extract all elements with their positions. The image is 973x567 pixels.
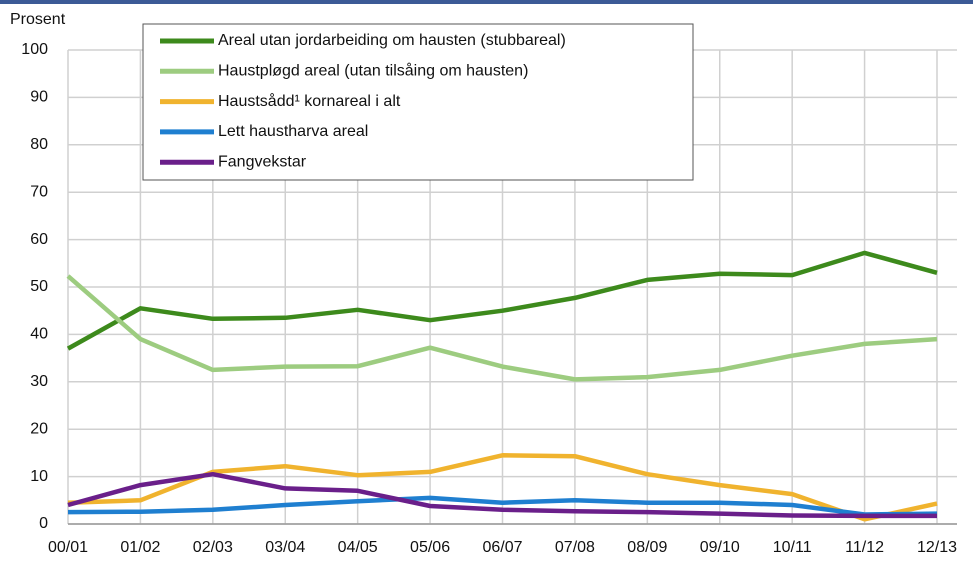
y-tick-label: 40: [30, 326, 48, 343]
legend-label: Haustsådd¹ kornareal i alt: [218, 92, 401, 110]
y-tick-label: 30: [30, 373, 48, 390]
y-tick-label: 50: [30, 278, 48, 295]
x-tick-label: 03/04: [265, 539, 305, 556]
series-line: [67, 495, 938, 517]
y-tick-label: 90: [30, 89, 48, 106]
y-tick-label: 60: [30, 231, 48, 248]
y-tick-label: 100: [21, 41, 48, 58]
top-border: [0, 0, 973, 4]
x-tick-label: 08/09: [627, 539, 667, 556]
legend-label: Areal utan jordarbeiding om hausten (stu…: [218, 32, 566, 49]
y-tick-label: 0: [39, 515, 48, 532]
x-tick-label: 12/13: [917, 539, 957, 556]
x-tick-label: 04/05: [338, 539, 378, 556]
x-tick-label: 01/02: [120, 539, 160, 556]
x-tick-label: 07/08: [555, 539, 595, 556]
series-line: [66, 250, 938, 351]
y-tick-label: 70: [30, 183, 48, 200]
x-tick-label: 05/06: [410, 539, 450, 556]
x-tick-label: 11/12: [845, 539, 884, 556]
x-tick-label: 09/10: [700, 539, 740, 556]
legend-label: Lett haustharva areal: [218, 123, 368, 140]
series-line: [66, 274, 938, 382]
legend-label: Fangvekstar: [218, 153, 307, 170]
y-axis-label: Prosent: [10, 11, 66, 28]
series-line: [67, 471, 937, 519]
legend-label: Haustpløgd areal (utan tilsåing om haust…: [218, 62, 528, 80]
series-line: [67, 453, 938, 522]
y-tick-label: 20: [30, 420, 48, 437]
x-tick-label: 00/01: [48, 539, 88, 556]
legend-box: [142, 23, 694, 181]
y-tick-label: 10: [30, 468, 48, 485]
y-tick-label: 80: [30, 136, 48, 153]
x-tick-label: 02/03: [193, 539, 233, 556]
x-tick-label: 06/07: [482, 539, 522, 556]
x-tick-label: 10/11: [773, 539, 812, 556]
